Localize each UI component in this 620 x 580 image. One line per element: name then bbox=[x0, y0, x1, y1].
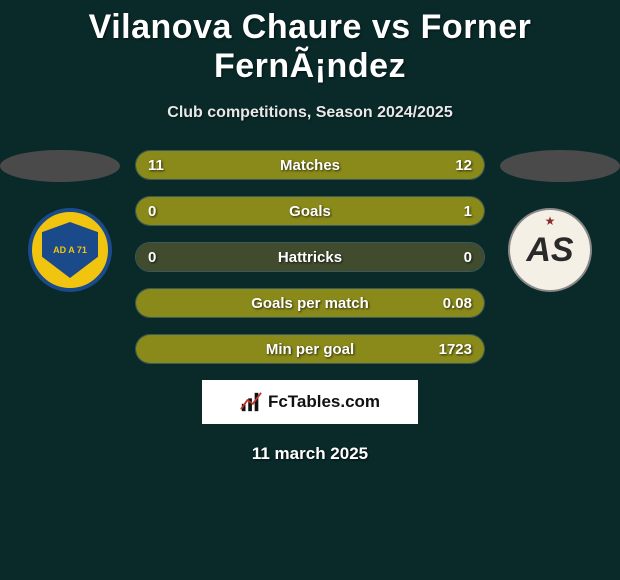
bar-label: Matches bbox=[136, 151, 484, 179]
shield-icon: AD A 71 bbox=[42, 222, 98, 278]
right-club-badge: ★ AS bbox=[508, 208, 592, 292]
bar-label: Goals bbox=[136, 197, 484, 225]
stat-bar-row: 0.08Goals per match bbox=[135, 288, 485, 318]
bar-label: Hattricks bbox=[136, 243, 484, 271]
stat-bar-row: 1723Min per goal bbox=[135, 334, 485, 364]
left-club-badge: AD A 71 bbox=[28, 208, 112, 292]
stat-bar-row: 01Goals bbox=[135, 196, 485, 226]
stat-bars: 1112Matches 01Goals 00Hattricks 0.08Goals p… bbox=[135, 150, 485, 364]
stat-bar-row: 1112Matches bbox=[135, 150, 485, 180]
bar-label: Min per goal bbox=[136, 335, 484, 363]
right-platform-oval bbox=[500, 150, 620, 182]
fctables-logo: FcTables.com bbox=[202, 380, 418, 424]
left-badge-text: AD A 71 bbox=[53, 246, 87, 255]
bar-label: Goals per match bbox=[136, 289, 484, 317]
comparison-area: AD A 71 ★ AS 1112Matches 01Goals 00Hattric… bbox=[0, 150, 620, 464]
star-icon: ★ bbox=[545, 214, 556, 228]
right-badge-text: AS bbox=[526, 231, 573, 270]
bar-chart-icon bbox=[240, 391, 262, 413]
date-text: 11 march 2025 bbox=[0, 444, 620, 464]
logo-text: FcTables.com bbox=[268, 392, 380, 412]
left-platform-oval bbox=[0, 150, 120, 182]
page-title: Vilanova Chaure vs Forner FernÃ¡ndez bbox=[0, 0, 620, 86]
stat-bar-row: 00Hattricks bbox=[135, 242, 485, 272]
subtitle: Club competitions, Season 2024/2025 bbox=[0, 86, 620, 122]
